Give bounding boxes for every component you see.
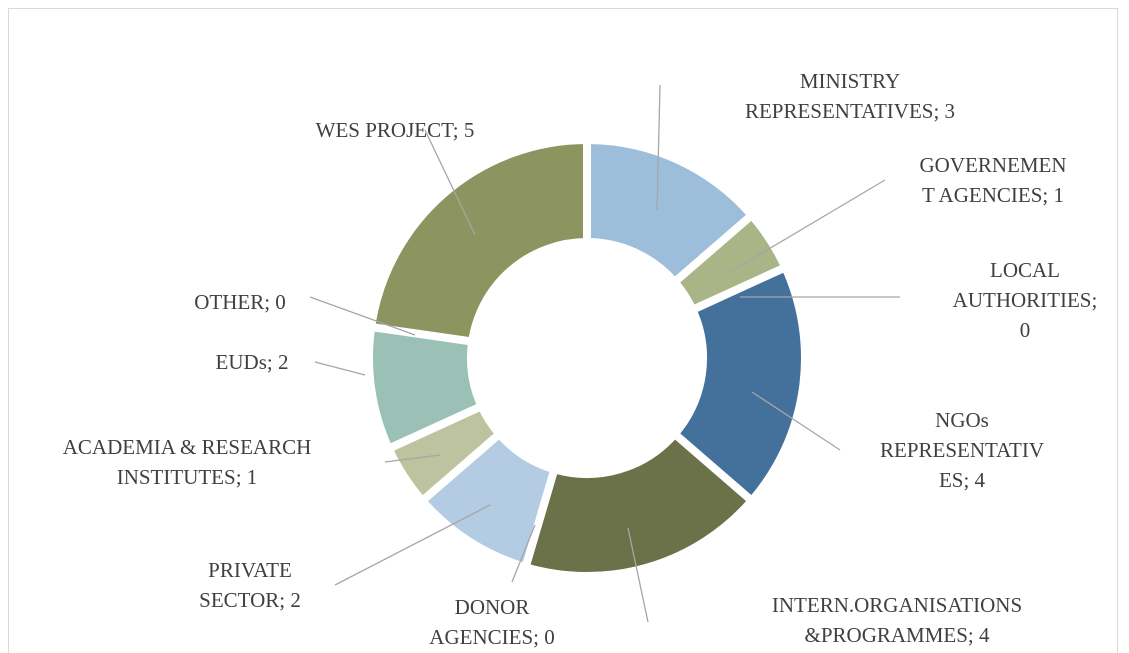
data-label: PRIVATE SECTOR; 2 bbox=[199, 558, 301, 612]
leader-line bbox=[309, 296, 416, 336]
chart-frame bbox=[8, 8, 1118, 653]
donut-slice bbox=[366, 135, 591, 347]
leader-line bbox=[729, 179, 886, 273]
leader-line bbox=[424, 129, 476, 236]
leader-line bbox=[314, 361, 366, 376]
leader-line bbox=[511, 524, 536, 583]
donut-slice bbox=[669, 262, 809, 507]
data-label: DONOR AGENCIES; 0 bbox=[429, 595, 555, 649]
data-label: GOVERNEMEN T AGENCIES; 1 bbox=[919, 153, 1067, 207]
data-label: LOCAL AUTHORITIES; 0 bbox=[952, 258, 1098, 342]
leader-line bbox=[334, 504, 491, 586]
data-label: WES PROJECT; 5 bbox=[315, 118, 475, 142]
donut-slice bbox=[520, 428, 758, 580]
data-label: MINISTRY REPRESENTATIVES; 3 bbox=[744, 69, 956, 123]
leader-line bbox=[384, 454, 441, 463]
data-label: ACADEMIA & RESEARCH INSTITUTES; 1 bbox=[62, 435, 312, 489]
leader-line bbox=[656, 84, 661, 211]
data-label: OTHER; 0 bbox=[194, 290, 286, 314]
leader-line bbox=[751, 391, 841, 451]
data-label: INTERN.ORGANISATIONS &PROGRAMMES; 4 bbox=[771, 593, 1023, 647]
leader-line bbox=[627, 527, 649, 623]
data-label: NGOs REPRESENTATIV ES; 4 bbox=[880, 408, 1044, 492]
data-label: EUDs; 2 bbox=[215, 350, 289, 374]
